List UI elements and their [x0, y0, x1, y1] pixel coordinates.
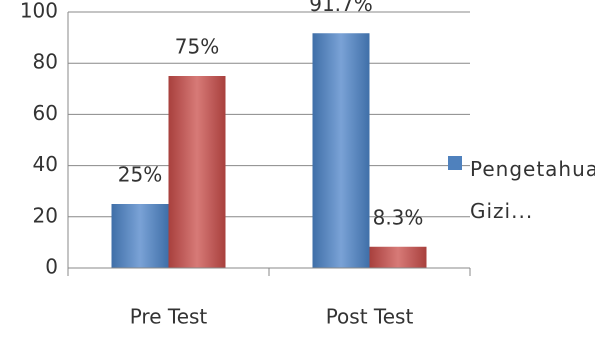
bar: [312, 33, 370, 268]
bar: [168, 76, 226, 268]
value-label: 75%: [175, 35, 219, 59]
x-tick-label: Pre Test: [130, 305, 208, 329]
legend-label: Pengetahuan Gizi...: [470, 157, 595, 223]
y-tick-label: 20: [33, 203, 58, 227]
value-label: 25%: [118, 163, 162, 187]
y-tick-label: 100: [20, 0, 58, 23]
value-label: 8.3%: [373, 205, 424, 229]
value-label: 91.7%: [309, 0, 373, 16]
legend-swatch: [448, 156, 462, 170]
y-tick-label: 60: [33, 101, 58, 125]
bar: [369, 246, 427, 268]
bar: [111, 204, 169, 268]
x-tick-label: Post Test: [326, 305, 414, 329]
y-tick-label: 80: [33, 50, 58, 74]
y-tick-label: 0: [45, 255, 58, 279]
y-tick-label: 40: [33, 152, 58, 176]
